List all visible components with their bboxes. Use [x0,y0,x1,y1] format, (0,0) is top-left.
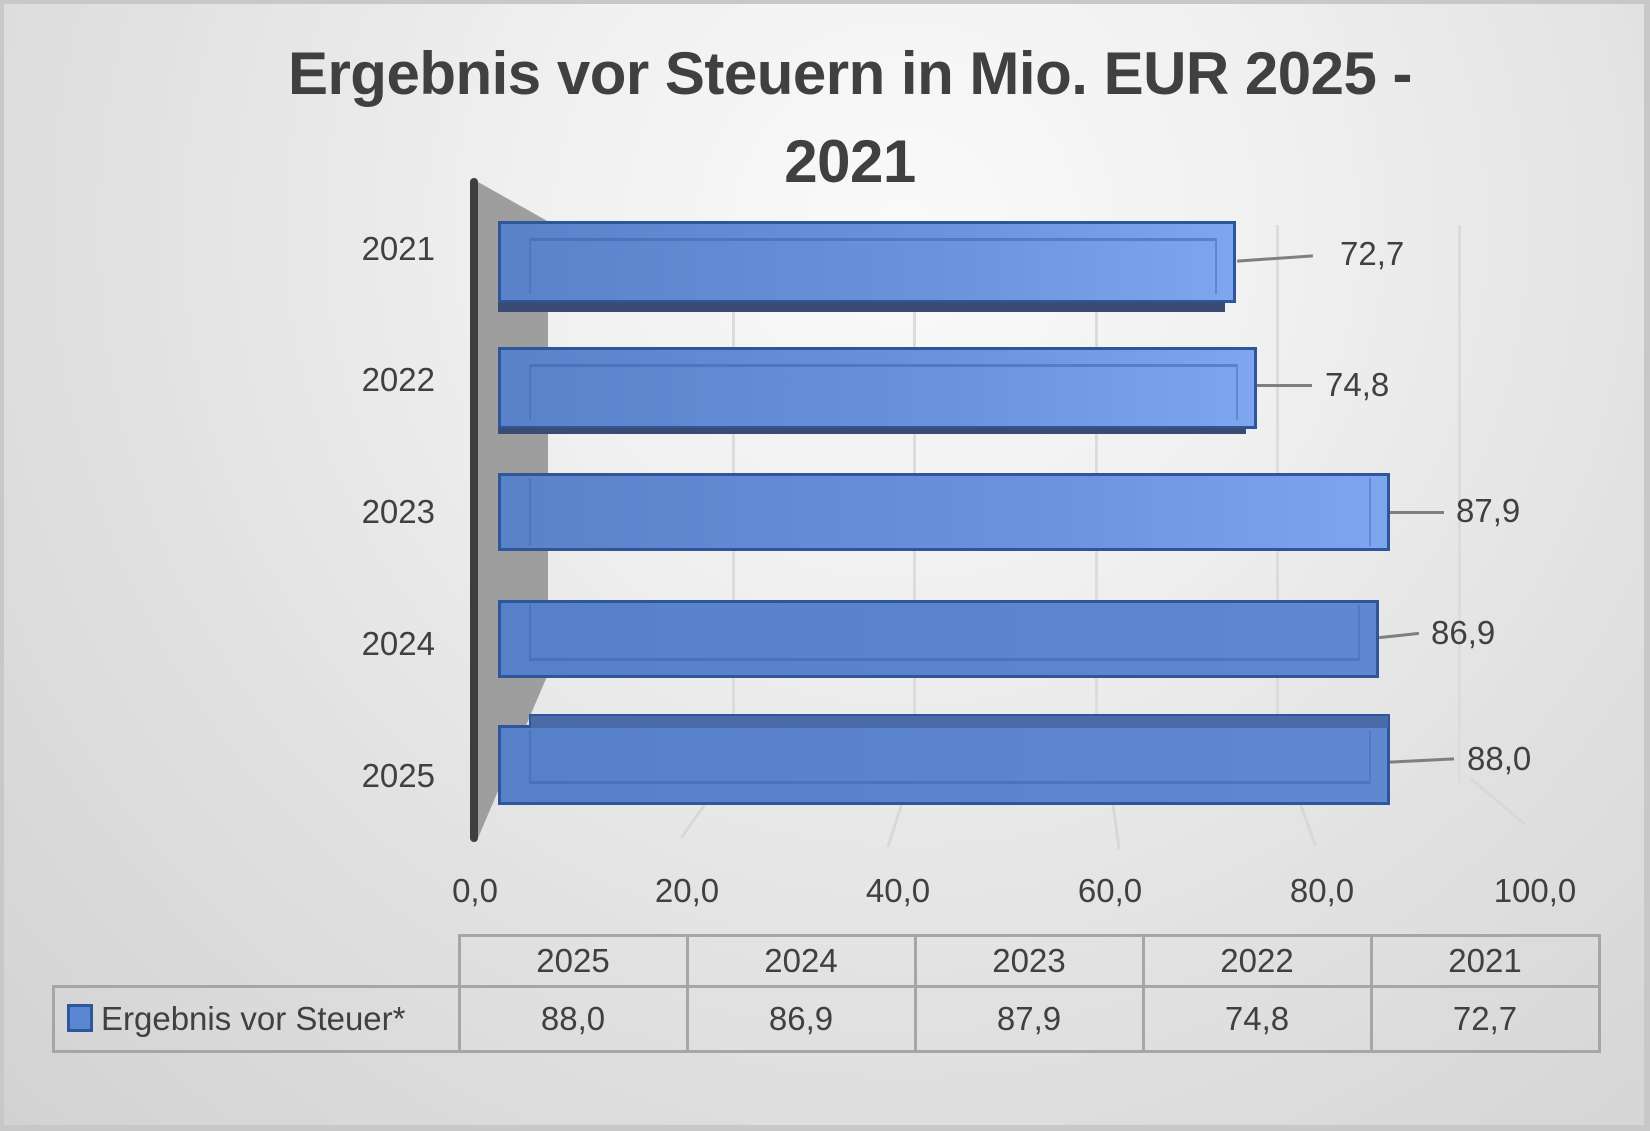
chart-title-line-1: Ergebnis vor Steuern in Mio. EUR 2025 - [287,40,1413,107]
bar-2023[interactable] [498,473,1390,551]
legend-label: Ergebnis vor Steuer* [101,1000,406,1037]
chart-title-line-2: 2021 [784,128,916,195]
x-tick-100: 100,0 [1493,872,1577,909]
category-label-2023: 2023 [361,493,435,530]
category-label-2021: 2021 [361,230,435,267]
floor-gridline [1470,777,1526,825]
x-tick-20: 20,0 [654,872,720,909]
table-cell-2023: 87,9 [913,985,1145,1053]
x-tick-40: 40,0 [865,872,931,909]
table-cell-2021: 72,7 [1369,985,1601,1053]
value-label-2022: 74,8 [1325,366,1390,403]
category-label-2022: 2022 [361,361,435,398]
leader-line-2024 [1378,631,1420,640]
value-label-2025: 88,0 [1467,740,1532,777]
legend-key-icon [67,1004,93,1032]
bar-2025[interactable] [498,714,1390,805]
table-header-2024: 2024 [685,934,917,988]
category-label-2025: 2025 [361,757,435,794]
chart-title: Ergebnis vor Steuern in Mio. EUR 2025 - … [240,30,1460,206]
legend-entry: Ergebnis vor Steuer* [52,985,461,1053]
x-tick-60: 60,0 [1077,872,1143,909]
leader-line-2025 [1389,757,1455,764]
category-axis-line [470,178,478,842]
leader-line-2022 [1257,384,1312,387]
table-header-2023: 2023 [913,934,1145,988]
data-table: 2025 2024 2023 2022 2021 Ergebnis vor St… [52,934,1601,1053]
x-tick-0: 0,0 [452,872,498,909]
value-label-2021: 72,7 [1340,235,1405,272]
data-table-header-row: 2025 2024 2023 2022 2021 [53,934,1601,988]
gridline-100 [1458,225,1461,785]
x-tick-80: 80,0 [1289,872,1355,909]
bar-2024[interactable] [498,600,1379,678]
table-header-2021: 2021 [1369,934,1601,988]
bar-2021[interactable] [498,221,1236,312]
table-cell-2022: 74,8 [1141,985,1373,1053]
leader-line-2023 [1390,511,1444,514]
value-label-2024: 86,9 [1431,614,1496,651]
table-header-2022: 2022 [1141,934,1373,988]
value-label-2023: 87,9 [1456,492,1521,529]
table-cell-2024: 86,9 [685,985,917,1053]
leader-line-2021 [1236,254,1314,263]
table-cell-2025: 88,0 [457,985,689,1053]
table-header-2025: 2025 [457,934,689,988]
bar-2022[interactable] [498,347,1257,434]
data-table-row: Ergebnis vor Steuer* 88,0 86,9 87,9 74,8… [52,985,1601,1053]
category-label-2024: 2024 [361,625,435,662]
